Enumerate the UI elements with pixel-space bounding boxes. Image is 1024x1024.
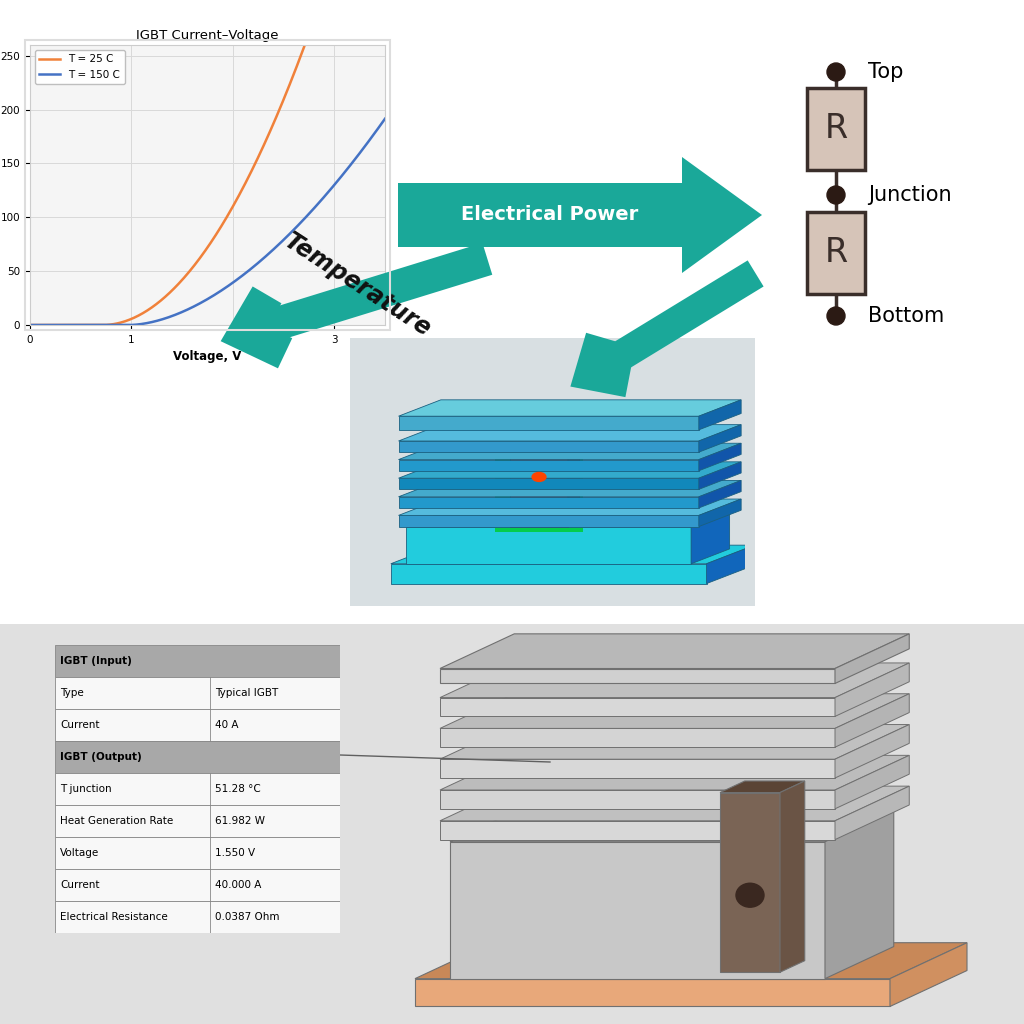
Polygon shape: [707, 545, 755, 584]
Text: 0.0387 Ohm: 0.0387 Ohm: [215, 912, 280, 922]
Polygon shape: [391, 545, 755, 564]
FancyBboxPatch shape: [807, 88, 865, 170]
Polygon shape: [440, 693, 909, 728]
Polygon shape: [398, 157, 762, 273]
Text: Junction: Junction: [868, 185, 951, 205]
Polygon shape: [440, 821, 835, 840]
Polygon shape: [698, 399, 741, 430]
Polygon shape: [398, 441, 698, 453]
Bar: [55, 645, 340, 677]
Text: R: R: [824, 113, 848, 145]
Circle shape: [827, 307, 845, 325]
Polygon shape: [415, 979, 890, 1007]
Bar: [55, 773, 340, 805]
Text: 40 A: 40 A: [215, 720, 239, 730]
Polygon shape: [440, 759, 835, 778]
Text: 40.000 A: 40.000 A: [215, 880, 261, 890]
Text: IGBT (Output): IGBT (Output): [60, 752, 141, 762]
Text: Electrical Power: Electrical Power: [462, 206, 639, 224]
Polygon shape: [698, 480, 741, 508]
Polygon shape: [440, 790, 835, 809]
Polygon shape: [440, 697, 835, 717]
Polygon shape: [398, 399, 741, 416]
Text: Typical IGBT: Typical IGBT: [215, 688, 279, 698]
Polygon shape: [510, 453, 568, 526]
Polygon shape: [835, 725, 909, 778]
Polygon shape: [568, 447, 580, 526]
Legend: T = 25 C, T = 150 C: T = 25 C, T = 150 C: [35, 50, 125, 84]
Polygon shape: [398, 515, 698, 526]
Bar: [55, 677, 340, 709]
Polygon shape: [698, 462, 741, 489]
Text: Current: Current: [60, 880, 99, 890]
Polygon shape: [835, 634, 909, 683]
Polygon shape: [510, 447, 580, 453]
FancyBboxPatch shape: [807, 212, 865, 294]
Polygon shape: [398, 460, 698, 471]
Polygon shape: [691, 512, 729, 564]
Text: Heat Generation Rate: Heat Generation Rate: [60, 816, 173, 826]
Polygon shape: [398, 425, 741, 441]
Polygon shape: [835, 756, 909, 809]
Bar: [55, 901, 340, 933]
Polygon shape: [398, 478, 698, 489]
Polygon shape: [835, 693, 909, 748]
Polygon shape: [440, 756, 909, 790]
X-axis label: Voltage, V: Voltage, V: [173, 350, 242, 364]
Polygon shape: [398, 497, 698, 508]
Polygon shape: [398, 462, 741, 478]
Polygon shape: [720, 793, 780, 972]
Text: T junction: T junction: [60, 784, 112, 794]
Polygon shape: [698, 499, 741, 526]
Polygon shape: [440, 669, 835, 683]
Text: Temperature: Temperature: [281, 228, 436, 341]
Polygon shape: [698, 425, 741, 453]
Title: IGBT Current–Voltage: IGBT Current–Voltage: [136, 30, 279, 42]
Polygon shape: [440, 663, 909, 697]
Polygon shape: [391, 564, 707, 584]
Text: 61.982 W: 61.982 W: [215, 816, 265, 826]
Text: Top: Top: [868, 62, 903, 82]
Polygon shape: [440, 786, 909, 821]
Text: Voltage: Voltage: [60, 848, 99, 858]
Text: 1.550 V: 1.550 V: [215, 848, 255, 858]
Polygon shape: [398, 443, 741, 460]
Bar: [55, 837, 340, 869]
Polygon shape: [835, 786, 909, 840]
Bar: [55, 709, 340, 741]
Polygon shape: [407, 526, 691, 564]
Circle shape: [827, 63, 845, 81]
Polygon shape: [440, 728, 835, 748]
Circle shape: [736, 884, 764, 907]
Text: IGBT (Input): IGBT (Input): [60, 656, 132, 666]
Polygon shape: [407, 512, 729, 526]
Polygon shape: [440, 725, 909, 759]
Circle shape: [532, 472, 546, 481]
Polygon shape: [495, 442, 584, 531]
Polygon shape: [450, 842, 825, 979]
Polygon shape: [890, 943, 967, 1007]
Text: R: R: [824, 236, 848, 268]
Polygon shape: [398, 480, 741, 497]
Text: 51.28 °C: 51.28 °C: [215, 784, 261, 794]
Polygon shape: [825, 810, 894, 979]
Polygon shape: [450, 810, 894, 842]
Text: Current: Current: [60, 720, 99, 730]
Bar: [55, 741, 340, 773]
Polygon shape: [698, 443, 741, 471]
Text: Electrical Resistance: Electrical Resistance: [60, 912, 168, 922]
Circle shape: [827, 186, 845, 204]
Polygon shape: [440, 634, 909, 669]
Polygon shape: [720, 781, 805, 793]
Text: Bottom: Bottom: [868, 306, 944, 326]
Bar: [55, 869, 340, 901]
Polygon shape: [398, 499, 741, 515]
Polygon shape: [835, 663, 909, 717]
Bar: [55, 805, 340, 837]
Polygon shape: [415, 943, 967, 979]
Text: Type: Type: [60, 688, 84, 698]
Polygon shape: [780, 781, 805, 972]
Polygon shape: [398, 416, 698, 430]
